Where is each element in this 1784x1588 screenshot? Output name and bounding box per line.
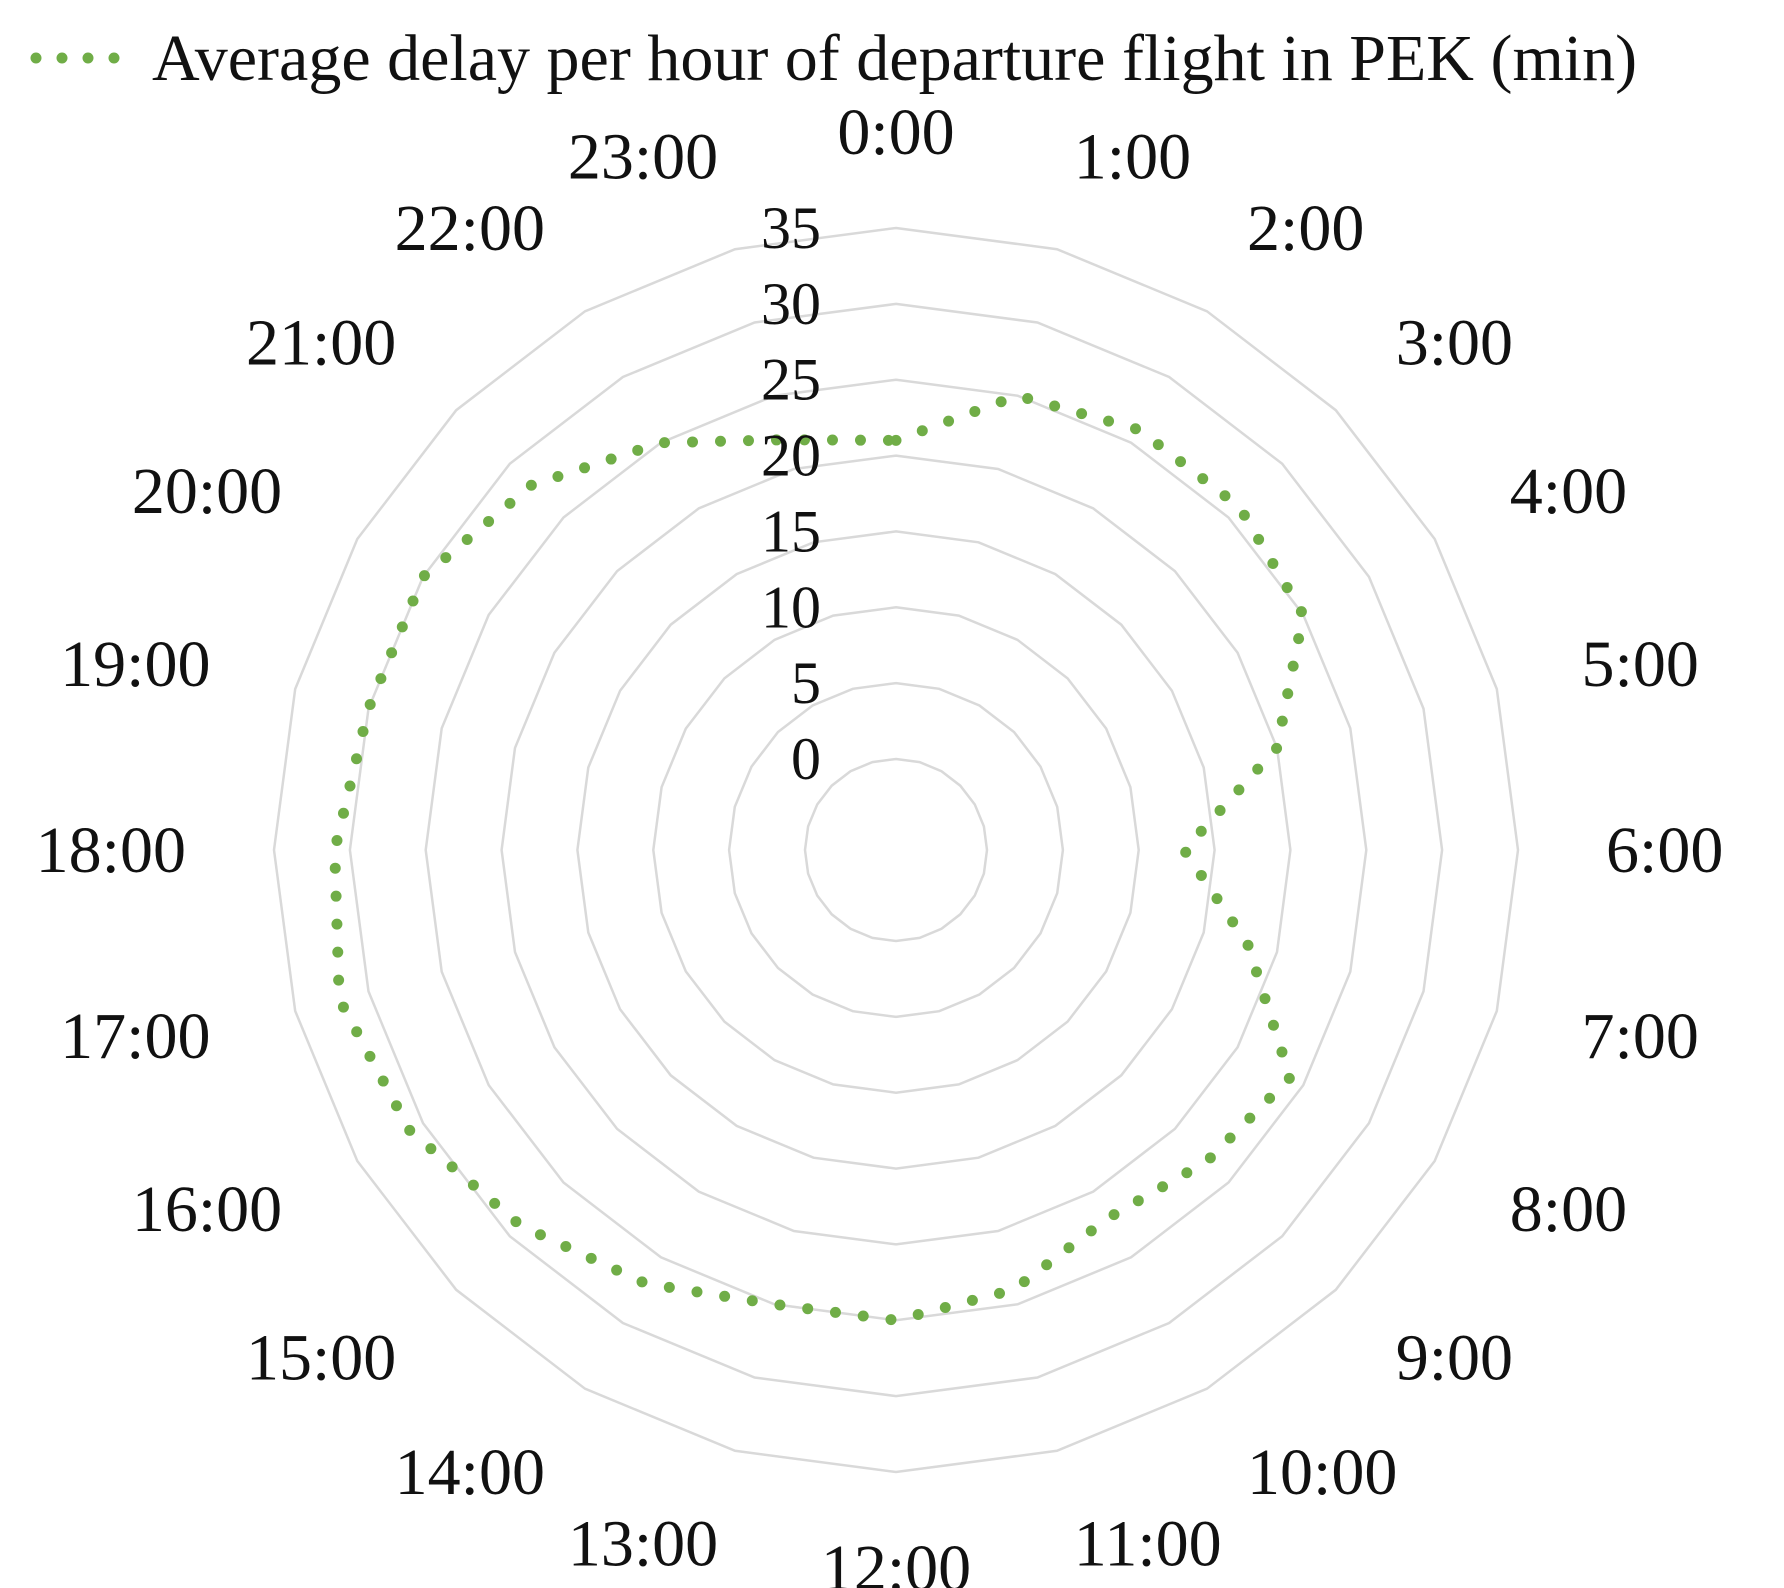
hour-label: 0:00: [837, 96, 954, 169]
data-point-18:00: [330, 845, 340, 855]
category-labels: 0:00 1:00 2:00 3:00 4:00 5:00 6:00 7:00 8:00 9:00…: [36, 96, 1724, 1588]
hour-label: 1:00: [1074, 121, 1191, 194]
data-point-16:00: [405, 1126, 415, 1136]
radial-axis-ticks: 0 5 10 15 20 25 30 35: [761, 195, 821, 792]
legend: Average delay per hour of departure flig…: [30, 22, 1637, 95]
data-point-20:00: [418, 572, 428, 582]
data-point-9:00: [1202, 1156, 1212, 1166]
data-point-15:00: [516, 1221, 526, 1231]
hour-label: 4:00: [1510, 455, 1627, 528]
hour-label: 12:00: [821, 1532, 971, 1588]
tick-label: 25: [761, 347, 821, 413]
hour-label: 16:00: [132, 1173, 282, 1246]
hour-label: 23:00: [568, 121, 718, 194]
data-point-0:00: [891, 435, 901, 445]
data-point-19:00: [364, 704, 374, 714]
data-point-4:00: [1298, 610, 1308, 620]
hour-label: 11:00: [1074, 1508, 1222, 1581]
data-point-14:00: [641, 1279, 651, 1289]
data-point-17:00: [334, 994, 344, 1004]
hour-label: 10:00: [1247, 1436, 1397, 1509]
data-point-12:00: [891, 1315, 901, 1325]
gridline-ring-5: [727, 681, 1065, 1019]
tick-label: 35: [761, 195, 821, 261]
series-line: [329, 390, 1309, 1326]
hour-label: 14:00: [395, 1436, 545, 1509]
series-layer: [329, 390, 1309, 1326]
hour-label: 8:00: [1510, 1173, 1627, 1246]
hour-label: 6:00: [1606, 814, 1723, 887]
hour-label: 3:00: [1396, 306, 1513, 379]
data-point-10:00: [1103, 1213, 1113, 1223]
tick-label: 0: [791, 726, 821, 792]
tick-label: 10: [761, 574, 821, 640]
data-point-1:00: [1013, 391, 1023, 401]
data-point-21:00: [526, 480, 536, 490]
data-point-2:00: [1134, 425, 1144, 435]
hour-label: 22:00: [395, 192, 545, 265]
data-point-22:00: [656, 438, 666, 448]
hour-label: 20:00: [132, 455, 282, 528]
gridline-ring-15: [576, 530, 1216, 1170]
hour-label: 2:00: [1247, 192, 1364, 265]
hour-label: 9:00: [1396, 1322, 1513, 1395]
radar-grid: [272, 226, 1520, 1474]
hour-label: 21:00: [246, 306, 396, 379]
data-point-8:00: [1285, 1073, 1295, 1083]
data-point-7:00: [1243, 939, 1253, 949]
tick-label: 5: [791, 650, 821, 716]
data-point-6:00: [1179, 845, 1189, 855]
data-point-11:00: [1009, 1285, 1019, 1295]
gridline-ring-0: [803, 757, 989, 943]
gridline-ring-35: [272, 226, 1520, 1474]
hour-label: 15:00: [246, 1322, 396, 1395]
gridline-ring-30: [348, 302, 1444, 1398]
gridline-ring-10: [652, 606, 1140, 1094]
hour-label: 18:00: [36, 814, 186, 887]
hour-label: 5:00: [1582, 628, 1699, 701]
tick-label: 30: [761, 271, 821, 337]
tick-label: 15: [761, 498, 821, 564]
gridline-ring-20: [500, 454, 1292, 1246]
gridline-ring-25: [424, 378, 1368, 1322]
data-point-3:00: [1234, 502, 1244, 512]
hour-label: 7:00: [1582, 1000, 1699, 1073]
legend-series-label: Average delay per hour of departure flig…: [152, 22, 1637, 95]
hour-label: 13:00: [568, 1508, 718, 1581]
tick-label: 20: [761, 423, 821, 489]
hour-label: 19:00: [60, 628, 210, 701]
data-point-13:00: [769, 1299, 779, 1309]
hour-label: 17:00: [60, 1000, 210, 1073]
data-point-5:00: [1272, 743, 1282, 753]
